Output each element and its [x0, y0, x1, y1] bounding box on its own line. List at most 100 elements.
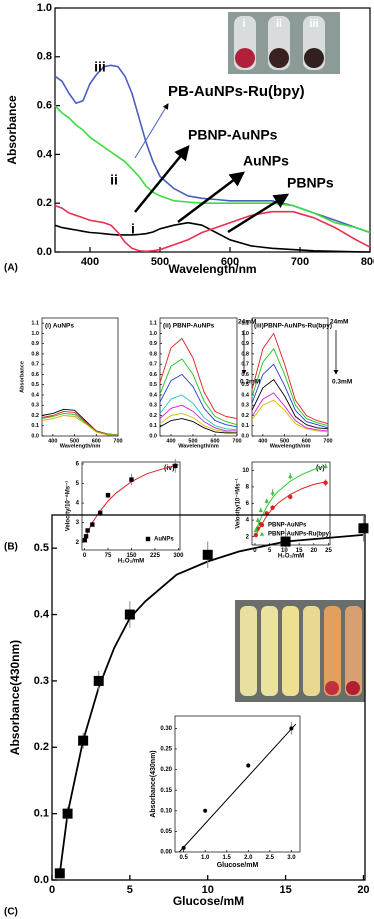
x-tick-label: 20 [310, 548, 317, 554]
y-tick-label: 0.4 [34, 608, 50, 620]
legend-label: PBNP-AuNPs [268, 523, 307, 529]
annotation-arrow [134, 145, 190, 213]
y-tick-label: 2 [76, 540, 80, 546]
line [54, 105, 371, 234]
y-tick-label: 0.5 [241, 382, 249, 388]
marker [105, 493, 111, 498]
x-tick-label: 700 [323, 438, 332, 444]
legend-marker [259, 531, 265, 536]
y-tick-label: 0.0 [241, 433, 249, 439]
line [159, 373, 238, 428]
panel-title: (ii) PBNP-AuNPs [163, 323, 215, 330]
y-tick-label: 1.1 [31, 321, 39, 327]
line [41, 412, 119, 436]
x-tick-label: 500 [151, 256, 169, 268]
legend-marker [259, 522, 265, 528]
x-tick-label: 400 [48, 438, 57, 444]
marker [203, 808, 208, 813]
y-tick-label: 0.0 [149, 433, 157, 439]
marker [54, 868, 65, 879]
plot-frame [54, 7, 371, 253]
marker [288, 473, 293, 478]
y-tick-label: 2 [246, 534, 250, 540]
line [159, 418, 237, 434]
plot-frame [251, 317, 329, 437]
y-tick-label: 0.6 [31, 372, 39, 378]
line [251, 348, 329, 427]
x-axis-label: H₂O₂/mM [278, 554, 304, 560]
y-tick-label: 0.00 [160, 850, 172, 856]
y-tick-label: 0.8 [241, 351, 249, 357]
marker [270, 490, 275, 495]
x-tick-label: 20 [357, 884, 369, 896]
y-tick-label: 0.2 [34, 741, 49, 753]
legend-marker [145, 536, 151, 542]
legend-label: AuNPs [154, 537, 174, 543]
x-tick-label: 700 [232, 438, 241, 444]
y-axis-label: Absorbance(430nm) [150, 750, 157, 817]
panel-title: (iv) [164, 465, 175, 472]
marker [358, 523, 369, 534]
x-tick-label: 2.5 [266, 855, 275, 861]
x-tick-label: 800 [361, 256, 374, 268]
marker [90, 522, 95, 527]
x-tick-label: 15 [279, 884, 291, 896]
x-tick-label: 700 [113, 438, 122, 444]
panel-label: (C) [4, 907, 18, 918]
x-tick-label: 400 [166, 438, 175, 444]
y-tick-label: 0.5 [149, 382, 157, 388]
line [54, 221, 371, 253]
y-tick-label: 0.1 [31, 423, 39, 429]
annotation: 0.3mM [240, 379, 260, 386]
plot-frame [51, 514, 366, 881]
line [159, 412, 238, 434]
y-tick-label: 1.0 [149, 331, 157, 337]
annotation-arrow [134, 103, 169, 159]
photo-label: iii [309, 18, 318, 30]
x-tick-label: 25 [325, 548, 332, 554]
marker [78, 735, 89, 746]
x-tick-label: 500 [70, 438, 79, 444]
curve-label: iii [94, 59, 106, 75]
marker [246, 763, 251, 768]
photo-label: i [242, 18, 245, 30]
y-tick-label: 0.8 [31, 351, 39, 357]
y-tick-label: 0.5 [31, 382, 39, 388]
y-tick-label: 0.8 [149, 351, 157, 357]
x-axis-label: Wavelength/nm [60, 443, 101, 449]
legend-label: PBNP-AuNPs-Ru(bpy) [268, 532, 331, 538]
x-tick-label: 10 [281, 548, 288, 554]
x-tick-label: 600 [221, 256, 239, 268]
series-label: PB-AuNPs-Ru(bpy) [168, 83, 305, 100]
line [159, 338, 238, 420]
y-tick-label: 0.0 [37, 246, 52, 258]
x-tick-label: 10 [202, 884, 214, 896]
y-tick-label: 6 [246, 501, 250, 507]
marker [288, 494, 293, 500]
y-tick-label: 0.8 [37, 51, 52, 63]
line [159, 358, 238, 426]
y-tick-label: 0.15 [160, 788, 172, 794]
marker [124, 609, 135, 620]
y-axis-label: Absorbance [19, 361, 25, 393]
line [41, 408, 119, 436]
annotation: 24mM [238, 319, 256, 326]
y-tick-label: 0.0 [34, 874, 49, 886]
annotation-arrow [227, 193, 290, 234]
marker [82, 538, 88, 543]
y-tick-label: 0.3 [31, 403, 39, 409]
marker [323, 463, 328, 468]
marker [85, 528, 90, 533]
line [251, 399, 329, 433]
y-tick-label: 1.0 [241, 331, 249, 337]
x-tick-label: 0.5 [179, 855, 188, 861]
y-tick-label: 1.0 [31, 331, 39, 337]
y-tick-label: 6 [76, 462, 80, 468]
y-tick-label: 0.6 [241, 372, 249, 378]
y-tick-label: 0.25 [160, 747, 172, 753]
marker [323, 480, 328, 485]
x-axis-label: Glucose/mM [217, 862, 259, 869]
fit-line [84, 464, 179, 543]
y-tick-label: 0.6 [37, 100, 52, 112]
panel-title: (iii)PBNP-AuNPs-Ru(bpy) [254, 323, 332, 330]
